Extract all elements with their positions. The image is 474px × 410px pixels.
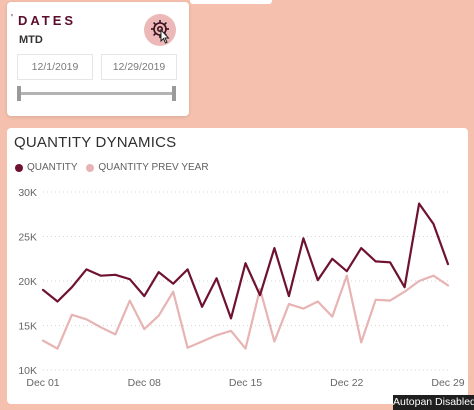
autopan-status: Autopan Disabled [393,395,474,410]
series-line-quantity [41,202,450,320]
legend-label-quantity: QUANTITY [27,162,78,173]
x-tick-label: Dec 08 [128,377,161,389]
slicer-mode-label: MTD [19,34,43,46]
end-date-input[interactable]: 12/29/2019 [101,54,177,80]
range-start-handle[interactable] [17,86,21,101]
top-visual-edge [190,0,272,4]
y-tick-label: 25K [18,232,37,244]
chart-legend: QUANTITY QUANTITY PREV YEAR [15,162,215,175]
x-tick-label: Dec 15 [229,377,262,389]
legend-item-quantity[interactable]: QUANTITY [15,162,78,173]
dates-slicer[interactable]: ' DATES MTD 12/1/2019 1 [7,2,189,116]
legend-item-prev-year[interactable]: QUANTITY PREV YEAR [86,162,209,173]
gear-icon [151,20,170,44]
legend-marker-prev-year [86,163,95,172]
y-tick-label: 15K [18,321,37,333]
chart-title: QUANTITY DYNAMICS [14,134,177,151]
gear-button[interactable] [144,14,176,46]
legend-label-prev-year: QUANTITY PREV YEAR [98,162,209,173]
x-tick-label: Dec 29 [431,377,464,389]
y-tick-label: 20K [18,276,37,288]
slicer-tick-mark: ' [11,13,13,24]
x-tick-label: Dec 01 [26,377,59,389]
legend-marker-quantity [15,163,23,172]
start-date-input[interactable]: 12/1/2019 [17,54,93,80]
date-range-track[interactable] [19,92,175,95]
y-tick-label: 30K [18,187,37,199]
line-chart: 10K 15K 20K 25K 30K Dec 01 Dec 08 Dec 15 Dec 22 D… [18,187,464,389]
range-end-handle[interactable] [172,86,176,101]
series-line-prev-year [41,274,450,350]
quantity-dynamics-visual[interactable]: QUANTITY DYNAMICS QUANTITY QUANTITY PREV… [7,128,468,404]
y-tick-label: 10K [18,365,37,377]
slicer-title: DATES [18,13,77,28]
x-tick-label: Dec 22 [330,377,363,389]
